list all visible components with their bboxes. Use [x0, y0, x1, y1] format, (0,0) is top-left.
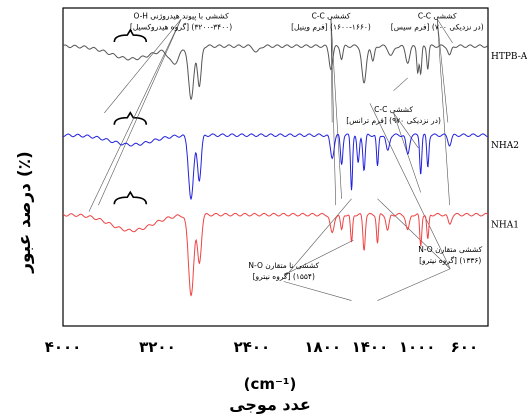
x-tick-label: ۶۰۰: [451, 338, 478, 356]
annotation-cc-vinyl: [فرم وینیل] (۱۶۶۰-۱۶۰۰): [291, 22, 371, 31]
annotation-guide-line: [330, 19, 337, 206]
x-tick-label: ۴۰۰۰: [45, 338, 82, 356]
annotation-no-sym: N-O کششی متقارن: [418, 245, 482, 254]
oh-band-brace: [113, 111, 148, 125]
x-tick-label: ۱۸۰۰: [304, 338, 341, 356]
x-tick-label: ۳۲۰۰: [139, 338, 176, 356]
series-label-layer: HTPB-A NHA2 NHA1: [491, 52, 527, 231]
oh-band-brace: [113, 190, 148, 205]
series-label: HTPB-A: [491, 52, 527, 62]
annotation-oh: O-H کششی با پیوند هیدروژنی: [133, 11, 229, 20]
series-layer: [62, 44, 489, 297]
annotation-no-sym: [گروه نیترو] (۱۳۳۶): [419, 256, 481, 265]
y-axis-title: درصد عبور (٪): [15, 151, 35, 274]
annotation-guide-line: [393, 112, 419, 149]
plot-frame: [62, 7, 489, 327]
annotation-guide-line: [377, 198, 451, 269]
annotation-guide-line: [104, 18, 182, 114]
series-line-nha2: [63, 133, 489, 201]
annotation-guide-line: [369, 103, 451, 269]
annotation-guide-line: [330, 19, 342, 199]
oh-band-brace: [113, 28, 148, 43]
x-tick-labels: ۴۰۰۰ ۳۲۰۰ ۲۴۰۰ ۱۸۰۰ ۱۴۰۰ ۱۰۰۰ ۶۰۰: [45, 338, 478, 356]
annotation-guide-line: [88, 19, 182, 212]
x-tick-label: ۱۴۰۰: [352, 338, 389, 356]
x-tick-label: ۲۴۰۰: [234, 338, 271, 356]
annotation-no-asym: N-O کششی نا متقارن: [248, 261, 319, 270]
annotation-guide-line: [283, 281, 352, 301]
annotation-no-asym: [گروه نیترو] (۱۵۵۴): [253, 272, 315, 281]
annotation-guide-line: [436, 18, 453, 44]
annotation-cc-cis: [فرم سیس] (در نزدیکی ۷۰۰): [391, 22, 484, 31]
annotation-oh: [گروه هیدروکسیل] (۳۴۰۰-۳۲۰۰): [130, 22, 232, 31]
annotation-guide-line: [436, 19, 450, 206]
annotation-text-layer: O-H کششی با پیوند هیدروژنی [گروه هیدروکسی…: [130, 11, 484, 281]
x-axis-title: عدد موجی: [229, 395, 311, 414]
series-line-nha1: [62, 212, 489, 297]
annotation-guide-line: [98, 19, 182, 206]
series-label: NHA1: [491, 220, 519, 230]
x-tick-label: ۱۰۰۰: [399, 338, 436, 356]
series-line-htpb-a: [62, 44, 489, 101]
annotation-guide-line: [377, 268, 451, 301]
series-label: NHA2: [491, 141, 519, 151]
annotation-guide-line: [283, 198, 352, 279]
annotation-guide-line: [283, 239, 354, 276]
annotation-guide-line: [393, 77, 408, 91]
annotation-cc-cis: C-C کششی: [418, 11, 457, 20]
annotation-arrows: [88, 18, 453, 301]
x-axis-unit: (cm⁻¹): [244, 375, 297, 393]
annotation-guide-line: [436, 19, 449, 123]
annotation-cc-trans: C-C کششی: [374, 105, 413, 114]
annotation-cc-vinyl: C-C کششی: [312, 11, 351, 20]
annotation-cc-trans: [فرم ترانس] (در نزدیکی ۹۷۰): [346, 116, 441, 125]
